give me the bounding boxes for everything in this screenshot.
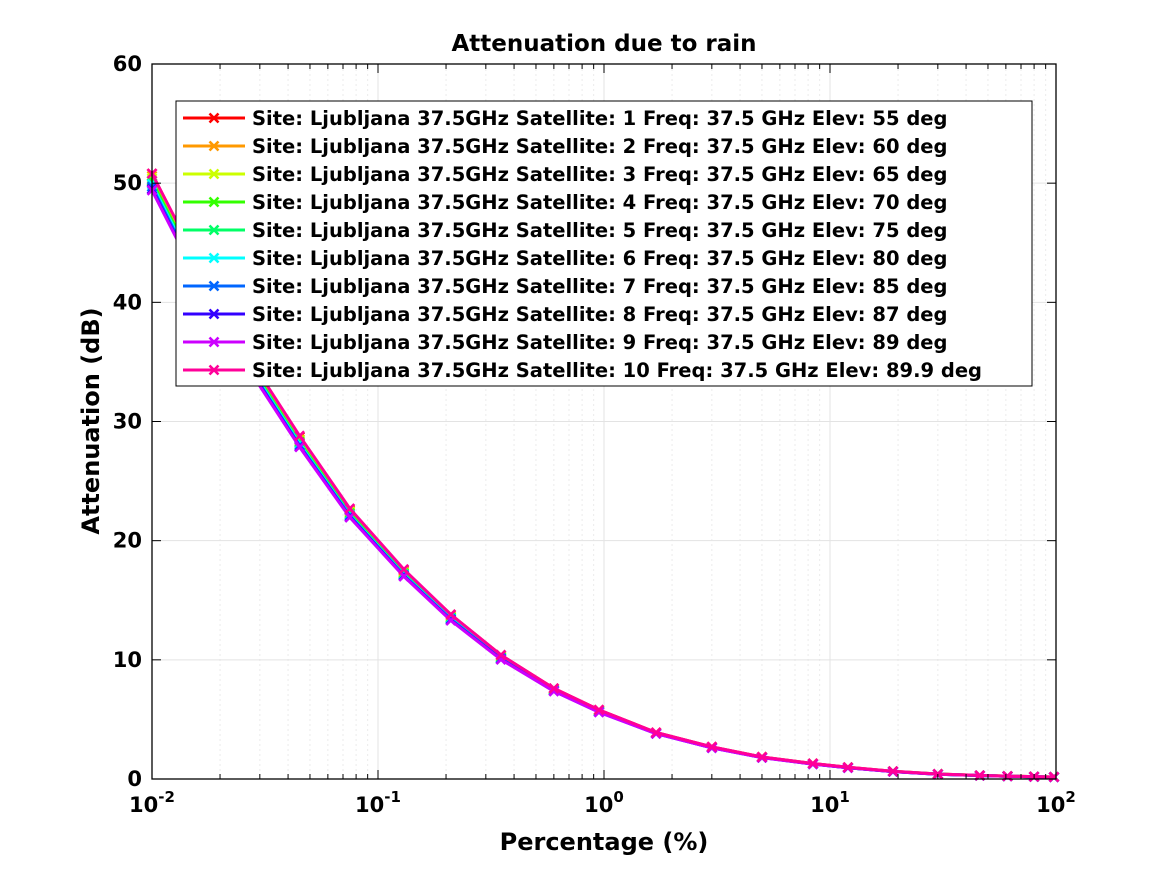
data-point (807, 758, 819, 769)
legend-label: Site: Ljubljana 37.5GHz Satellite: 10 Fr… (252, 359, 982, 382)
y-axis-label: Attenuation (dB) (77, 307, 105, 534)
x-tick-label-base: 10 (584, 793, 613, 817)
legend-marker (208, 168, 220, 180)
data-point (706, 741, 718, 753)
legend-label: Site: Ljubljana 37.5GHz Satellite: 7 Fre… (252, 275, 947, 298)
x-tick-label: 101 (810, 788, 850, 817)
legend-item: Site: Ljubljana 37.5GHz Satellite: 9 Fre… (183, 331, 947, 354)
y-tick-label: 40 (113, 290, 142, 314)
y-tick-label: 50 (113, 171, 142, 195)
legend-label: Site: Ljubljana 37.5GHz Satellite: 5 Fre… (252, 219, 947, 242)
legend-item: Site: Ljubljana 37.5GHz Satellite: 10 Fr… (183, 359, 982, 382)
legend-label: Site: Ljubljana 37.5GHz Satellite: 4 Fre… (252, 191, 947, 214)
legend-marker (208, 364, 220, 376)
x-tick-label-base: 10 (1036, 793, 1065, 817)
data-point (593, 704, 605, 716)
data-point (932, 768, 944, 780)
legend-label: Site: Ljubljana 37.5GHz Satellite: 2 Fre… (252, 135, 947, 158)
legend: Site: Ljubljana 37.5GHz Satellite: 1 Fre… (175, 100, 1033, 387)
data-point (756, 751, 768, 763)
legend-item: Site: Ljubljana 37.5GHz Satellite: 6 Fre… (183, 247, 947, 270)
legend-marker (208, 308, 220, 320)
x-tick-label-exponent: 0 (613, 788, 623, 806)
x-tick-label: 100 (584, 788, 624, 817)
data-point (650, 727, 662, 738)
legend-marker (208, 252, 220, 264)
x-tick-label-exponent: 2 (1065, 788, 1075, 806)
x-tick-label-base: 10 (810, 793, 839, 817)
legend-item: Site: Ljubljana 37.5GHz Satellite: 1 Fre… (183, 107, 947, 130)
data-point (344, 512, 356, 523)
data-point (294, 441, 306, 453)
data-point (548, 683, 560, 694)
legend-label: Site: Ljubljana 37.5GHz Satellite: 1 Fre… (252, 107, 947, 130)
y-tick-label: 60 (113, 52, 142, 76)
data-point (842, 761, 854, 773)
legend-box (175, 100, 1033, 387)
legend-label: Site: Ljubljana 37.5GHz Satellite: 3 Fre… (252, 163, 947, 186)
legend-item: Site: Ljubljana 37.5GHz Satellite: 8 Fre… (183, 303, 947, 326)
legend-marker (208, 280, 220, 292)
data-point (344, 503, 356, 514)
data-point (887, 765, 899, 777)
x-tick-label-base: 10 (355, 793, 384, 817)
chart-title: Attenuation due to rain (451, 31, 756, 57)
x-tick-label-exponent: 1 (839, 788, 849, 806)
legend-label: Site: Ljubljana 37.5GHz Satellite: 8 Fre… (252, 303, 947, 326)
legend-marker (208, 140, 220, 152)
x-tick-label-exponent: -1 (384, 788, 401, 806)
x-tick-label-exponent: -2 (158, 788, 175, 806)
y-tick-label: 30 (113, 410, 142, 434)
y-tick-label: 10 (113, 648, 142, 672)
legend-item: Site: Ljubljana 37.5GHz Satellite: 7 Fre… (183, 275, 947, 298)
data-point (294, 430, 306, 442)
x-tick-label: 10-1 (355, 788, 401, 817)
y-tick-label: 0 (127, 767, 142, 791)
data-point (1048, 771, 1060, 783)
data-point (495, 649, 507, 661)
x-tick-label-base: 10 (129, 793, 158, 817)
legend-label: Site: Ljubljana 37.5GHz Satellite: 9 Fre… (252, 331, 947, 354)
legend-marker (208, 224, 220, 236)
legend-label: Site: Ljubljana 37.5GHz Satellite: 6 Fre… (252, 247, 947, 270)
legend-marker (208, 336, 220, 348)
y-tick-label: 20 (113, 529, 142, 553)
legend-marker (208, 112, 220, 124)
x-tick-label: 10-2 (129, 788, 175, 817)
legend-item: Site: Ljubljana 37.5GHz Satellite: 2 Fre… (183, 135, 947, 158)
data-point (398, 563, 410, 575)
x-axis-label: Percentage (%) (500, 828, 709, 856)
legend-item: Site: Ljubljana 37.5GHz Satellite: 3 Fre… (183, 163, 947, 186)
legend-item: Site: Ljubljana 37.5GHz Satellite: 4 Fre… (183, 191, 947, 214)
legend-item: Site: Ljubljana 37.5GHz Satellite: 5 Fre… (183, 219, 947, 242)
x-tick-label: 102 (1036, 788, 1076, 817)
legend-marker (208, 196, 220, 208)
data-point (445, 609, 457, 620)
